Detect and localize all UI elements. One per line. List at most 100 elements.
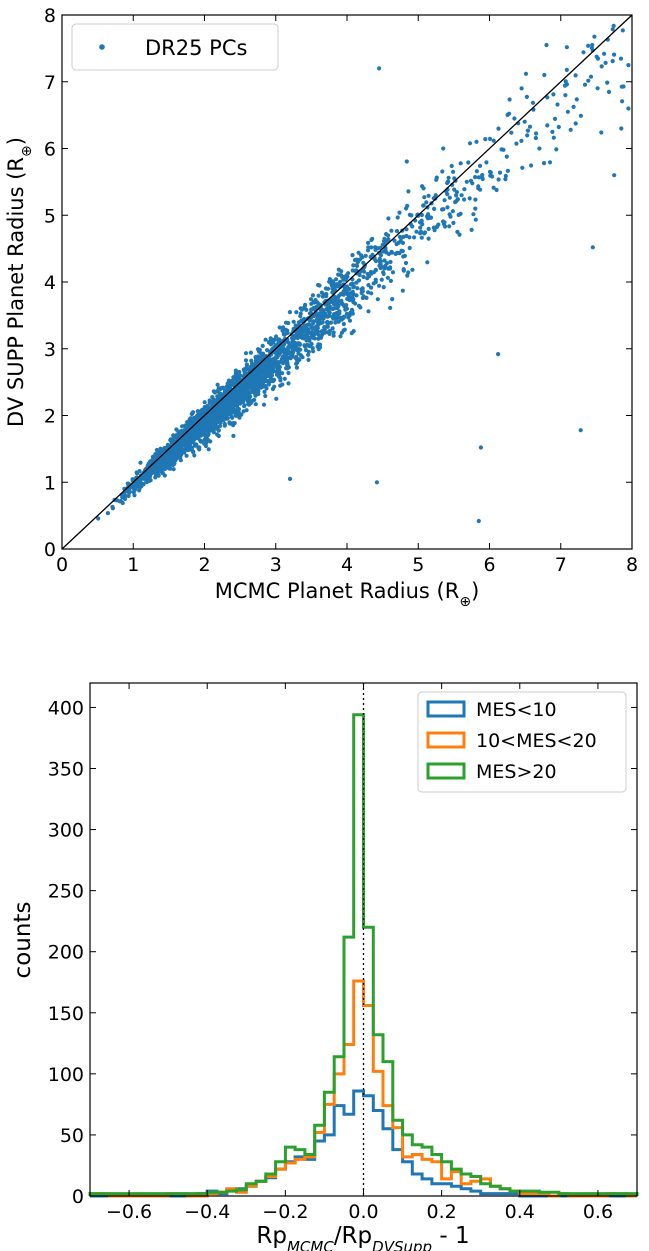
data-point (356, 303, 362, 308)
data-point (194, 435, 199, 440)
data-point (473, 175, 478, 180)
data-point (160, 470, 165, 476)
data-point (581, 50, 586, 55)
y-tick-label: 5 (44, 205, 56, 227)
data-point (222, 421, 227, 427)
data-point (296, 351, 301, 356)
data-point (620, 28, 625, 33)
data-point (436, 222, 441, 227)
data-point (176, 433, 181, 438)
data-point (286, 370, 291, 376)
data-point (320, 294, 325, 299)
data-point (588, 74, 594, 79)
data-point (420, 184, 425, 189)
data-point (231, 375, 236, 380)
data-point (445, 192, 450, 197)
histogram-legend-swatch-mes-lt-10 (426, 700, 466, 718)
data-point (318, 307, 324, 312)
data-point (586, 43, 591, 48)
data-point (619, 126, 624, 131)
data-point (599, 130, 604, 135)
data-point (346, 315, 351, 320)
data-point (166, 465, 171, 470)
data-point (344, 311, 349, 316)
data-point (344, 284, 350, 289)
data-point (555, 102, 560, 107)
y-tick-label: 3 (44, 339, 56, 361)
data-point (255, 354, 261, 359)
data-point (202, 437, 207, 442)
data-point (366, 309, 371, 314)
data-point (404, 233, 409, 239)
data-point (434, 177, 439, 182)
data-point (361, 274, 366, 279)
data-point (285, 328, 290, 333)
data-point (612, 173, 617, 178)
data-point (503, 173, 508, 179)
data-point (454, 193, 459, 198)
data-point (311, 299, 316, 305)
data-point (218, 412, 224, 417)
data-point (373, 267, 378, 272)
data-point (331, 333, 336, 338)
data-point (331, 330, 336, 335)
data-point (514, 141, 519, 146)
data-point (355, 286, 360, 291)
data-point (132, 493, 137, 498)
data-point (260, 343, 265, 348)
data-point (340, 302, 345, 307)
identity-line (61, 14, 633, 550)
data-point (310, 346, 315, 351)
data-point (184, 453, 189, 458)
data-point (366, 283, 371, 288)
data-point (248, 371, 253, 376)
data-point (484, 160, 489, 165)
data-point (491, 185, 496, 190)
scatter-legend-box (71, 23, 279, 71)
data-point (301, 326, 306, 331)
data-point (332, 300, 337, 305)
data-point (537, 146, 542, 151)
data-point (334, 277, 339, 282)
data-point (504, 154, 509, 159)
data-point (452, 187, 457, 192)
data-point (497, 170, 503, 175)
data-point (202, 420, 207, 426)
data-point (243, 351, 249, 356)
data-point (338, 334, 343, 339)
data-point (360, 289, 365, 294)
data-point (302, 335, 307, 340)
data-point (343, 307, 348, 312)
data-point (206, 428, 211, 433)
data-point (519, 138, 524, 143)
data-point (447, 195, 452, 200)
data-point (231, 423, 236, 428)
data-point (244, 362, 249, 367)
data-point (606, 89, 612, 94)
data-point (626, 63, 631, 68)
histogram-x-axis-label: RpMCMC/RpDVSupp - 1 (256, 1223, 469, 1251)
x-tick-label: −0.4 (184, 1201, 230, 1223)
data-point (278, 383, 283, 388)
data-point (271, 340, 276, 345)
data-point (184, 437, 190, 442)
data-point (238, 391, 243, 396)
data-point (270, 357, 275, 362)
data-point (294, 356, 299, 361)
data-point (308, 297, 314, 302)
data-point (388, 305, 393, 310)
data-point (216, 419, 222, 425)
data-point (469, 227, 474, 232)
data-point (541, 161, 547, 166)
data-point (545, 123, 550, 128)
data-point (133, 482, 138, 487)
data-point (351, 284, 356, 289)
data-point (473, 197, 478, 202)
data-point (139, 484, 144, 489)
data-point (166, 451, 172, 456)
data-point (213, 406, 218, 411)
data-point (556, 124, 561, 130)
data-point (523, 71, 529, 76)
data-point (470, 181, 475, 186)
data-point (414, 229, 419, 234)
